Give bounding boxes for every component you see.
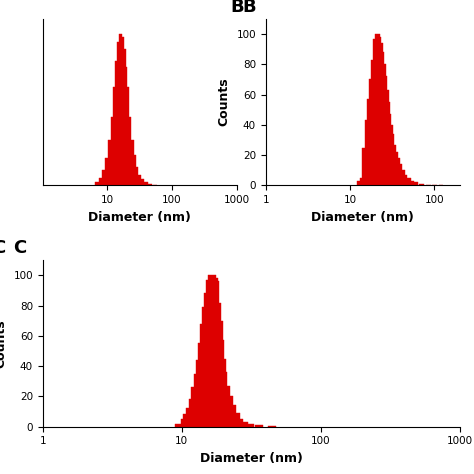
Bar [406,178,410,185]
Bar [122,49,126,185]
Bar [225,396,233,427]
Bar [186,409,194,427]
Bar [371,60,376,185]
Bar [113,87,117,185]
Bar [210,278,218,427]
Bar [403,175,408,185]
Bar [222,386,230,427]
Bar [367,99,372,185]
Bar [134,167,138,185]
Bar [365,120,370,185]
Bar [125,87,128,185]
Bar [189,400,197,427]
Bar [215,321,223,427]
Bar [395,158,400,185]
Bar [174,424,182,427]
Bar [211,282,219,427]
Bar [413,182,418,185]
Text: B: B [243,0,256,16]
Bar [419,184,424,185]
Bar [145,182,148,185]
Bar [153,184,157,185]
Bar [389,134,394,185]
Bar [218,358,226,427]
Bar [393,152,398,185]
Bar [110,117,114,185]
Bar [426,184,431,185]
Bar [360,178,365,185]
Bar [236,419,243,427]
Bar [191,387,199,427]
Bar [208,275,216,427]
Bar [363,147,367,185]
Bar [384,90,389,185]
Bar [217,340,224,427]
Bar [385,102,390,185]
Bar [181,419,189,427]
Bar [99,178,103,185]
Bar [392,145,396,185]
Y-axis label: Counts: Counts [218,78,231,127]
Bar [376,37,381,185]
Bar [148,184,152,185]
Bar [118,34,122,185]
X-axis label: Diameter (nm): Diameter (nm) [311,210,414,224]
Bar [375,34,380,185]
Bar [378,43,383,185]
Text: C: C [13,239,27,257]
Bar [246,424,254,427]
Bar [196,360,204,427]
Bar [137,175,141,185]
Bar [183,414,191,427]
Bar [206,280,214,427]
Bar [102,170,106,185]
Bar [200,324,208,427]
Bar [128,117,131,185]
Bar [115,61,118,185]
Bar [213,302,221,427]
Bar [268,426,276,427]
Bar [132,155,136,185]
Text: B: B [231,0,245,16]
Bar [380,52,384,185]
Bar [105,158,109,185]
Bar [141,179,144,185]
X-axis label: Diameter (nm): Diameter (nm) [200,452,303,465]
Bar [357,181,362,185]
Bar [387,114,392,185]
Y-axis label: Counts: Counts [0,319,8,368]
Bar [398,164,402,185]
Bar [198,343,206,427]
Bar [388,125,392,185]
Bar [124,67,127,185]
Bar [400,170,405,185]
Bar [130,140,134,185]
Bar [410,181,414,185]
Bar [373,38,378,185]
Bar [117,42,120,185]
Bar [202,307,210,427]
Bar [232,413,239,427]
Bar [369,80,374,185]
Bar [228,405,236,427]
Bar [120,37,124,185]
Bar [219,372,228,427]
Bar [204,293,212,427]
Bar [381,64,386,185]
X-axis label: Diameter (nm): Diameter (nm) [88,210,191,224]
Bar [95,182,99,185]
Bar [255,425,263,427]
Bar [383,76,387,185]
Bar [193,374,201,427]
Text: C: C [0,239,6,257]
Bar [240,422,247,427]
Bar [108,140,112,185]
